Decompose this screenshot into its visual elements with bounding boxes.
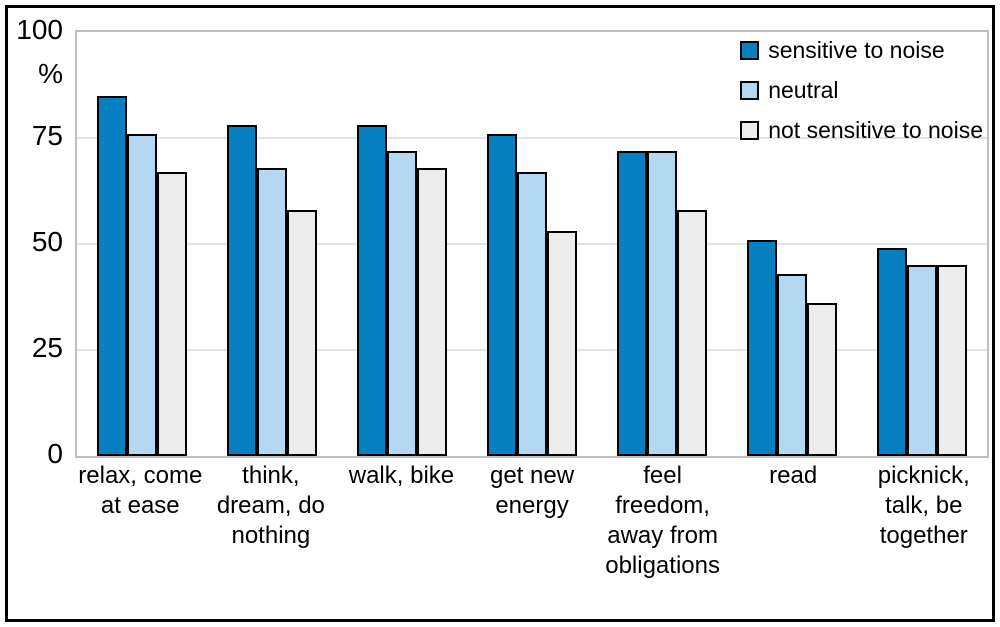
- bar: [647, 150, 677, 456]
- gridline: [77, 137, 987, 139]
- x-axis-category-label: feel freedom, away from obligations: [605, 462, 720, 579]
- bar-group: [77, 32, 207, 456]
- bar: [157, 171, 187, 456]
- legend-marker-icon: [740, 40, 760, 60]
- x-axis-category-labels: relax, come at ease think, dream, do noth…: [75, 461, 989, 581]
- bar-groups: [77, 32, 987, 456]
- bar-group: [857, 32, 987, 456]
- y-axis-tick-label: 25: [31, 332, 63, 363]
- legend-row: neutral: [740, 70, 983, 110]
- y-axis-tick-label: 100: [16, 14, 63, 45]
- y-axis-unit-label: %: [38, 58, 63, 89]
- x-axis-category-label: walk, bike: [348, 462, 455, 489]
- bar: [677, 210, 707, 456]
- bar: [777, 273, 807, 456]
- bar: [517, 171, 547, 456]
- plot-area: sensitive to noise neutral not sensitive t…: [75, 30, 989, 458]
- legend-label: not sensitive to noise: [768, 116, 983, 143]
- legend-label: neutral: [768, 76, 839, 103]
- bar: [97, 95, 127, 456]
- bar: [287, 210, 317, 456]
- bar: [387, 150, 417, 456]
- x-axis-category-label: get new energy: [489, 462, 575, 519]
- bar-group: [337, 32, 467, 456]
- bar-group: [207, 32, 337, 456]
- bar: [907, 265, 937, 456]
- legend-row: sensitive to noise: [740, 30, 983, 70]
- bar: [257, 167, 287, 456]
- legend-row: not sensitive to noise: [740, 110, 983, 150]
- y-axis-tick-label: 0: [47, 438, 63, 469]
- x-axis-category-label: relax, come at ease: [78, 462, 203, 519]
- bar: [747, 239, 777, 456]
- legend: sensitive to noise neutral not sensitive t…: [740, 30, 983, 150]
- bar: [357, 125, 387, 456]
- bar-group: [467, 32, 597, 456]
- bar-group: [727, 32, 857, 456]
- bar: [617, 150, 647, 456]
- bar: [877, 248, 907, 456]
- bar: [487, 133, 517, 456]
- x-axis-category-label: picknick, talk, be together: [877, 462, 970, 549]
- bar: [417, 167, 447, 456]
- bar: [227, 125, 257, 456]
- legend-label: sensitive to noise: [768, 36, 945, 63]
- bar: [807, 303, 837, 456]
- y-axis-tick-label: 75: [31, 120, 63, 151]
- y-axis-tick-label: 50: [31, 226, 63, 257]
- bar: [127, 133, 157, 456]
- legend-marker-icon: [740, 80, 760, 100]
- legend-marker-icon: [740, 120, 760, 140]
- x-axis-category-label: read: [769, 462, 818, 489]
- bar-group: [597, 32, 727, 456]
- bar: [547, 231, 577, 456]
- bar: [937, 265, 967, 456]
- x-axis-category-label: think, dream, do nothing: [216, 462, 325, 549]
